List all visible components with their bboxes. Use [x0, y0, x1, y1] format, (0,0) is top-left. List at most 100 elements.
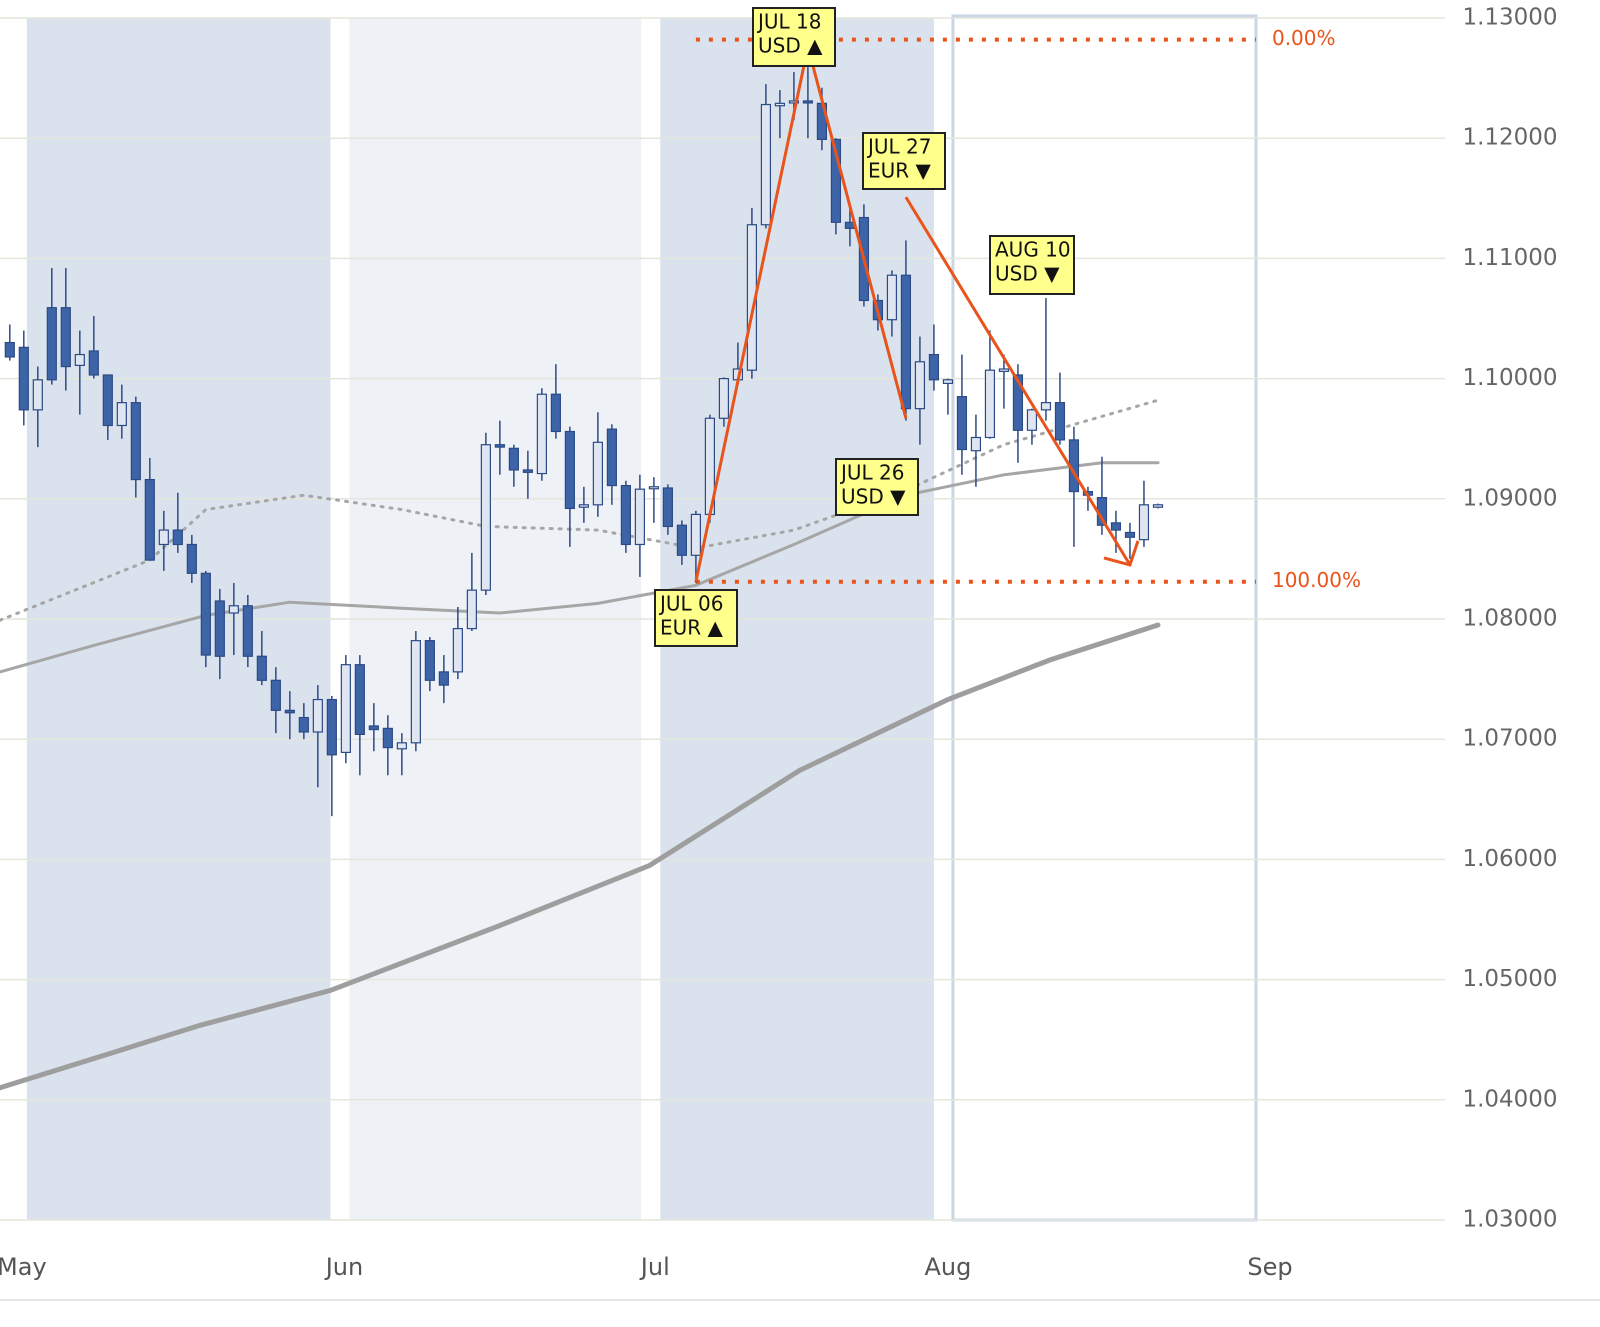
candle-body: [1012, 374, 1024, 431]
candle-body: [172, 529, 183, 546]
y-tick-label: 1.04000: [1462, 1086, 1557, 1112]
x-tick-label: Sep: [1247, 1253, 1292, 1281]
annotation-box: [752, 7, 836, 67]
candle-body: [74, 353, 85, 366]
candle-body: [886, 274, 898, 321]
candle-body: [606, 428, 617, 487]
candle-body: [340, 664, 351, 754]
candle-body: [144, 478, 155, 561]
candle-body: [242, 605, 253, 657]
annotation-text: EUR ▼: [868, 159, 932, 183]
candle-body: [424, 640, 435, 681]
candle-body: [718, 378, 730, 419]
candle-body: [284, 709, 295, 714]
annotation-box: [862, 132, 946, 190]
fib-label: 100.00%: [1272, 568, 1361, 592]
candle-body: [550, 393, 561, 433]
y-tick-label: 1.06000: [1462, 846, 1557, 872]
candle-body: [830, 138, 842, 223]
candle-body: [564, 430, 575, 510]
candle-body: [60, 307, 71, 368]
candle-body: [88, 350, 99, 376]
candle-body: [410, 640, 421, 744]
candle-body: [116, 402, 127, 427]
x-tick-label: Jun: [324, 1253, 364, 1281]
candle-body: [382, 727, 393, 749]
candle-body: [186, 543, 197, 574]
candle-body: [256, 655, 267, 681]
candle-body: [970, 436, 982, 452]
annotation-text: JUL 27: [866, 135, 932, 159]
annotation-box: [989, 235, 1075, 295]
candle-body: [956, 396, 968, 451]
candle-body: [592, 441, 603, 506]
x-tick-label: May: [0, 1253, 47, 1281]
candle-body: [130, 402, 141, 481]
y-tick-label: 1.13000: [1462, 5, 1557, 31]
candle-body: [368, 725, 379, 731]
fib-label: 0.00%: [1272, 26, 1336, 50]
candle-body: [774, 102, 786, 107]
y-tick-label: 1.12000: [1462, 125, 1557, 151]
annotation-text: USD ▼: [841, 485, 906, 509]
candle-body: [214, 600, 225, 657]
y-tick-label: 1.10000: [1462, 365, 1557, 391]
candle-body: [690, 513, 701, 556]
candle-body: [508, 447, 519, 471]
current-month-frame: [951, 14, 1258, 1222]
candle-body: [1054, 402, 1066, 441]
moving-average: [0, 398, 1160, 622]
candle-body: [760, 103, 772, 226]
candle-body: [396, 742, 407, 750]
candle-body: [452, 628, 463, 673]
candle-body: [578, 504, 589, 508]
candle-body: [802, 100, 814, 104]
x-tick-label: Aug: [924, 1253, 971, 1281]
y-tick-label: 1.05000: [1462, 966, 1557, 992]
candle-body: [32, 379, 43, 411]
candle-body: [984, 369, 996, 439]
candle-body: [18, 346, 29, 411]
candle-body: [942, 379, 954, 385]
candle-body: [522, 469, 533, 473]
candle-body: [158, 529, 169, 546]
candle-body: [312, 698, 323, 733]
trend-line: [904, 196, 1132, 566]
candle-body: [620, 484, 631, 546]
candle-body: [1026, 409, 1038, 431]
y-tick-label: 1.09000: [1462, 485, 1557, 511]
y-tick-label: 1.03000: [1462, 1207, 1557, 1233]
annotation-text: AUG 10: [995, 238, 1071, 262]
annotation-text: EUR ▲: [660, 616, 724, 640]
candle-body: [480, 444, 491, 591]
annotation-box: [835, 458, 919, 516]
annotation-text: JUL 18: [756, 10, 822, 34]
trend-arrowhead: [1103, 540, 1140, 567]
candle-body: [1124, 531, 1136, 538]
candle-body: [676, 524, 687, 556]
annotation-text: USD ▼: [995, 262, 1060, 286]
candle-body: [466, 589, 477, 630]
candle-body: [900, 274, 912, 410]
moving-average: [0, 622, 1161, 1091]
annotation-text: JUL 26: [839, 461, 905, 485]
candle-body: [354, 664, 365, 735]
candle-body: [46, 307, 57, 381]
candle-body: [102, 374, 113, 427]
candle-body: [1152, 504, 1164, 508]
candle-body: [928, 353, 940, 381]
candle-body: [1110, 522, 1122, 531]
y-tick-label: 1.07000: [1462, 726, 1557, 752]
candle-body: [536, 393, 547, 475]
candle-body: [662, 487, 673, 528]
candle-body: [788, 100, 800, 104]
candle-body: [326, 698, 337, 756]
candle-body: [1040, 402, 1052, 411]
candle-body: [634, 488, 645, 546]
candle-body: [914, 361, 926, 410]
candle-body: [298, 716, 309, 733]
candle-body: [1138, 504, 1150, 541]
annotation-text: USD ▲: [758, 34, 823, 58]
candle-body: [998, 368, 1010, 372]
